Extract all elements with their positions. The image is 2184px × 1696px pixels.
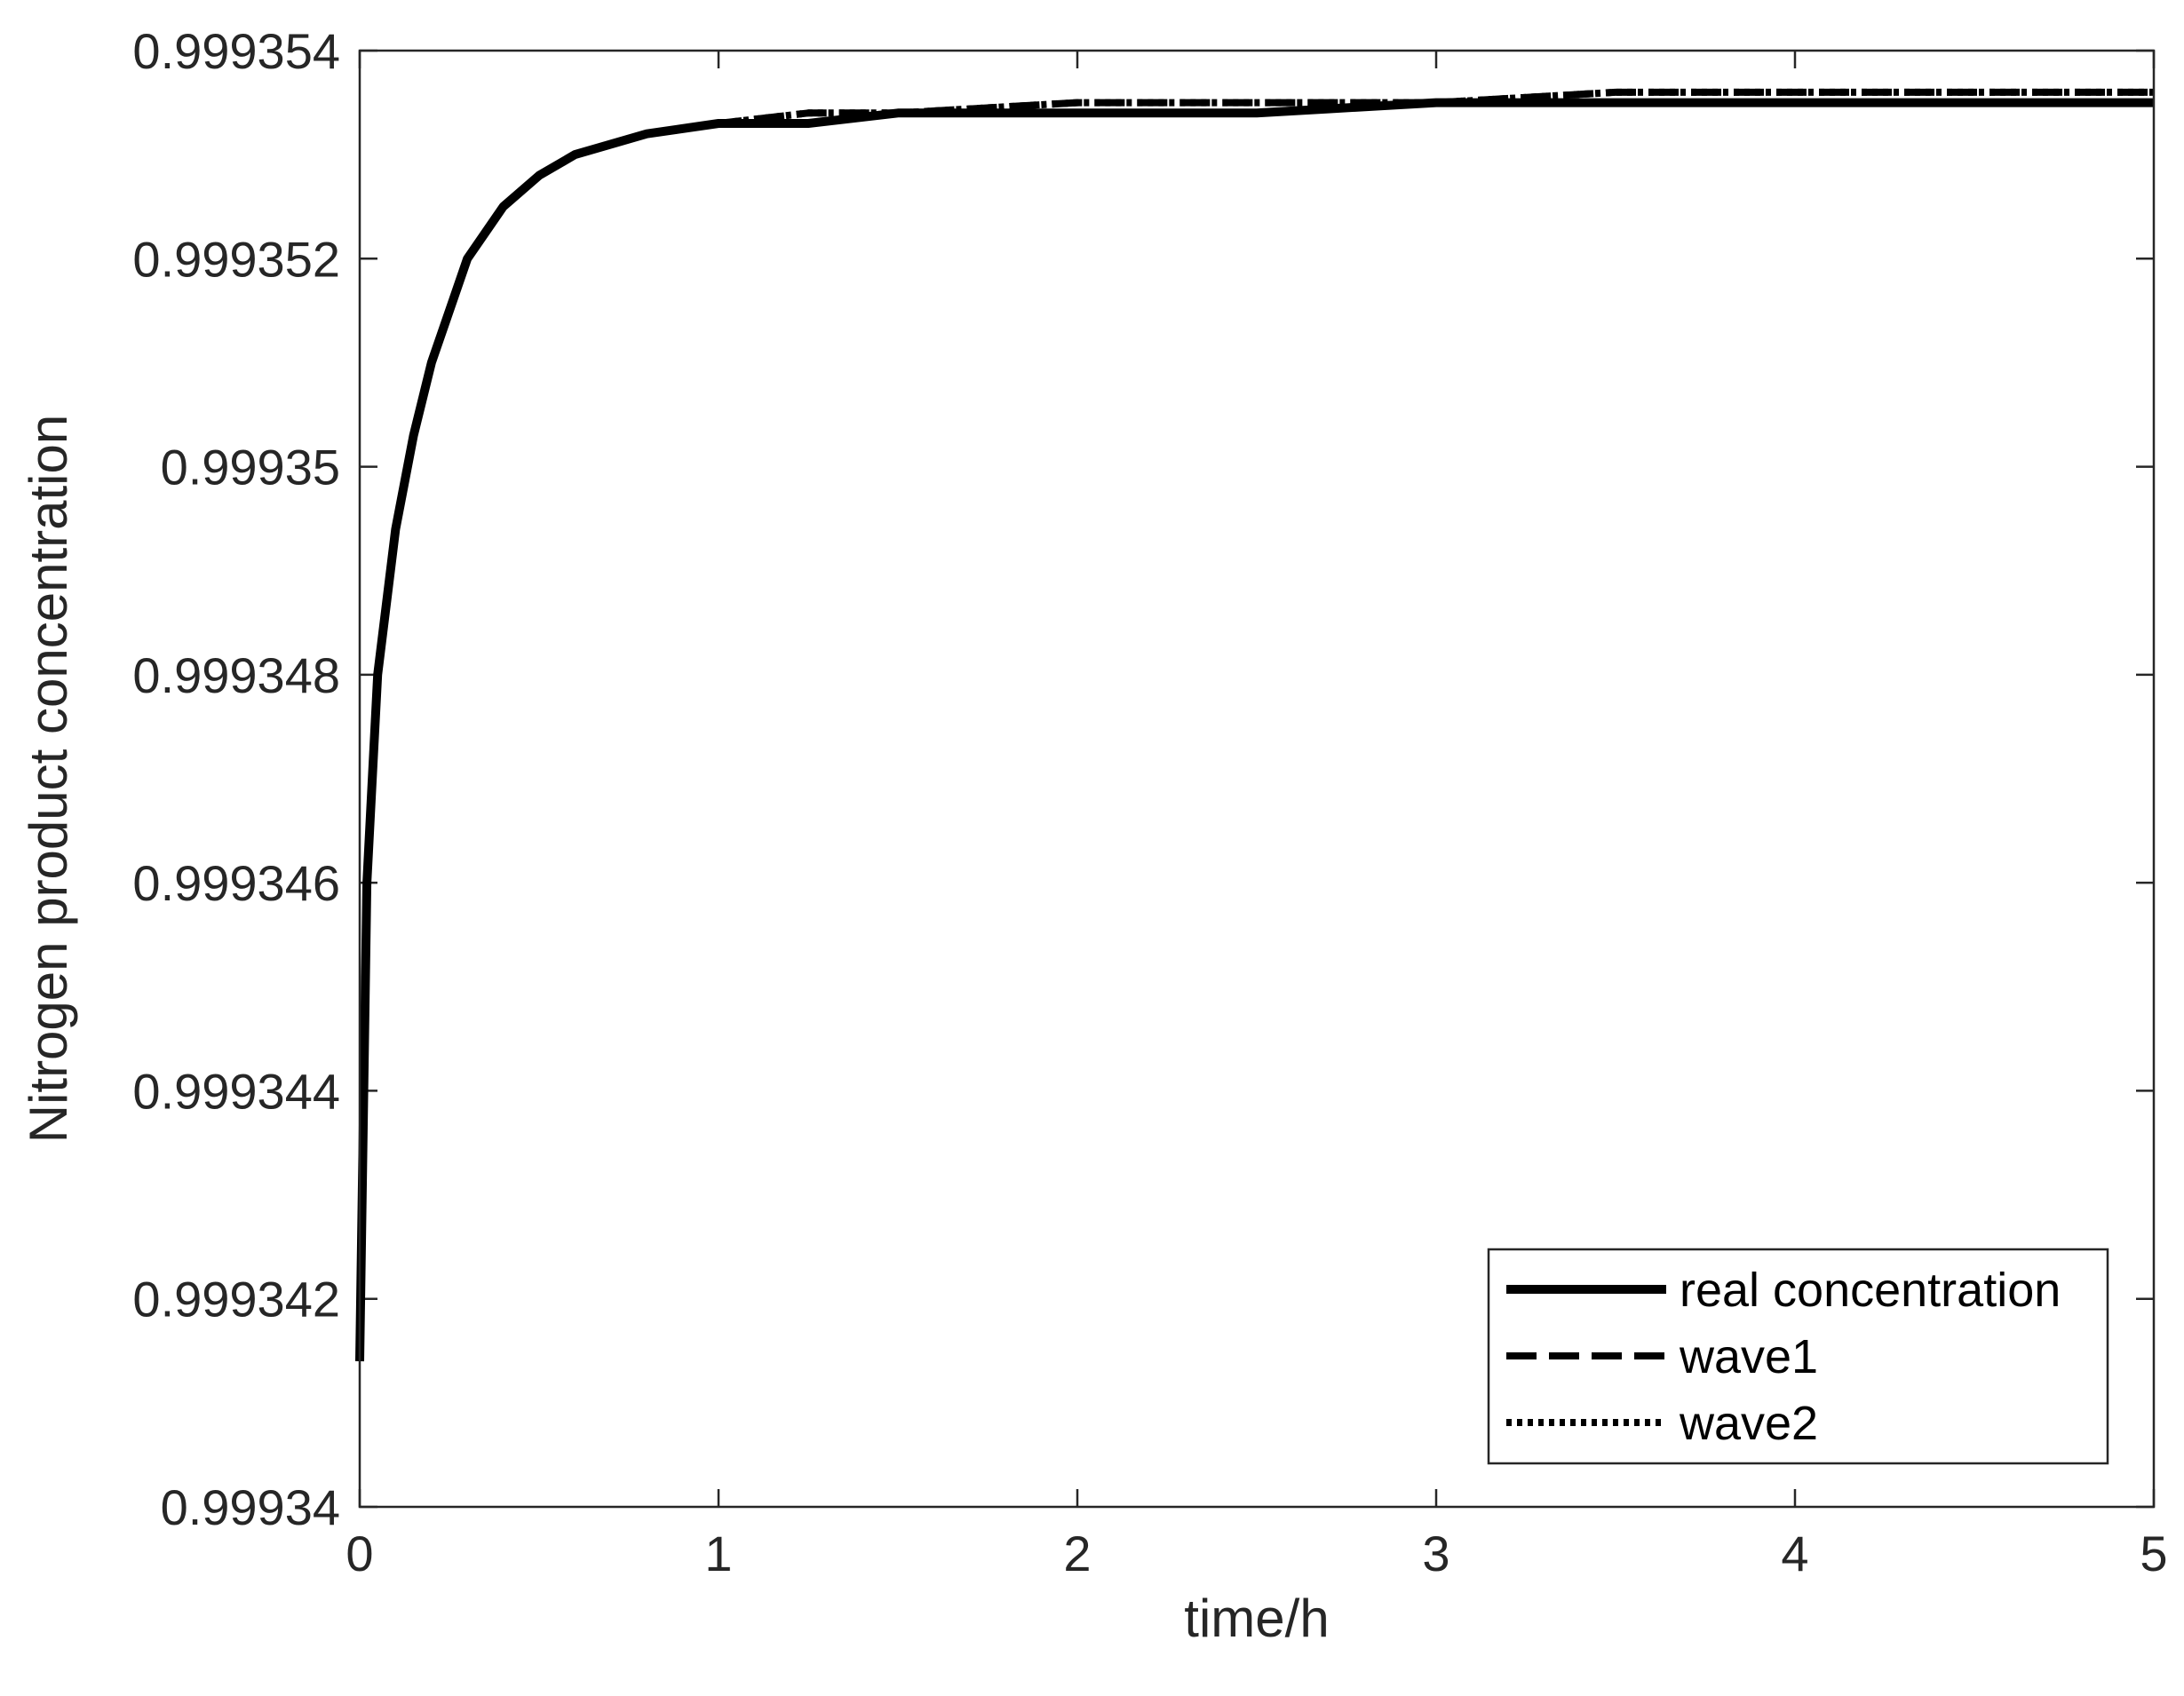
x-tick-label: 4 [1781, 1526, 1808, 1581]
legend-label: wave1 [1679, 1330, 1818, 1383]
x-tick-label: 3 [1422, 1526, 1449, 1581]
x-tick-label: 0 [345, 1526, 373, 1581]
tick-labels: 0 1 2 3 4 5 0.99934 0.999342 0.999344 0.999346 0.9… [132, 23, 2167, 1581]
y-tick-label: 0.999346 [132, 855, 340, 911]
legend-label: wave2 [1679, 1397, 1818, 1450]
y-tick-label: 0.99934 [161, 1479, 340, 1535]
y-tick-label: 0.999354 [132, 23, 340, 79]
x-tick-label: 1 [704, 1526, 732, 1581]
series-layer [355, 88, 2154, 1362]
y-tick-label: 0.999344 [132, 1063, 340, 1119]
x-tick-label: 5 [2140, 1526, 2167, 1581]
legend-label: real concentration [1680, 1264, 2061, 1317]
plot-frame [358, 49, 2156, 1509]
legend: real concentration wave1 wave2 [1487, 1248, 2109, 1465]
y-tick-label: 0.999352 [132, 231, 340, 287]
series-line-wave2 [356, 88, 2154, 1362]
y-tick-label: 0.99935 [161, 440, 340, 495]
y-tick-label: 0.999342 [132, 1272, 340, 1327]
y-axis-label: Nitrogen product concentration [19, 415, 78, 1144]
x-axis-label: time/h [1184, 1589, 1329, 1648]
x-tick-label: 2 [1063, 1526, 1091, 1581]
y-tick-label: 0.999348 [132, 647, 340, 703]
